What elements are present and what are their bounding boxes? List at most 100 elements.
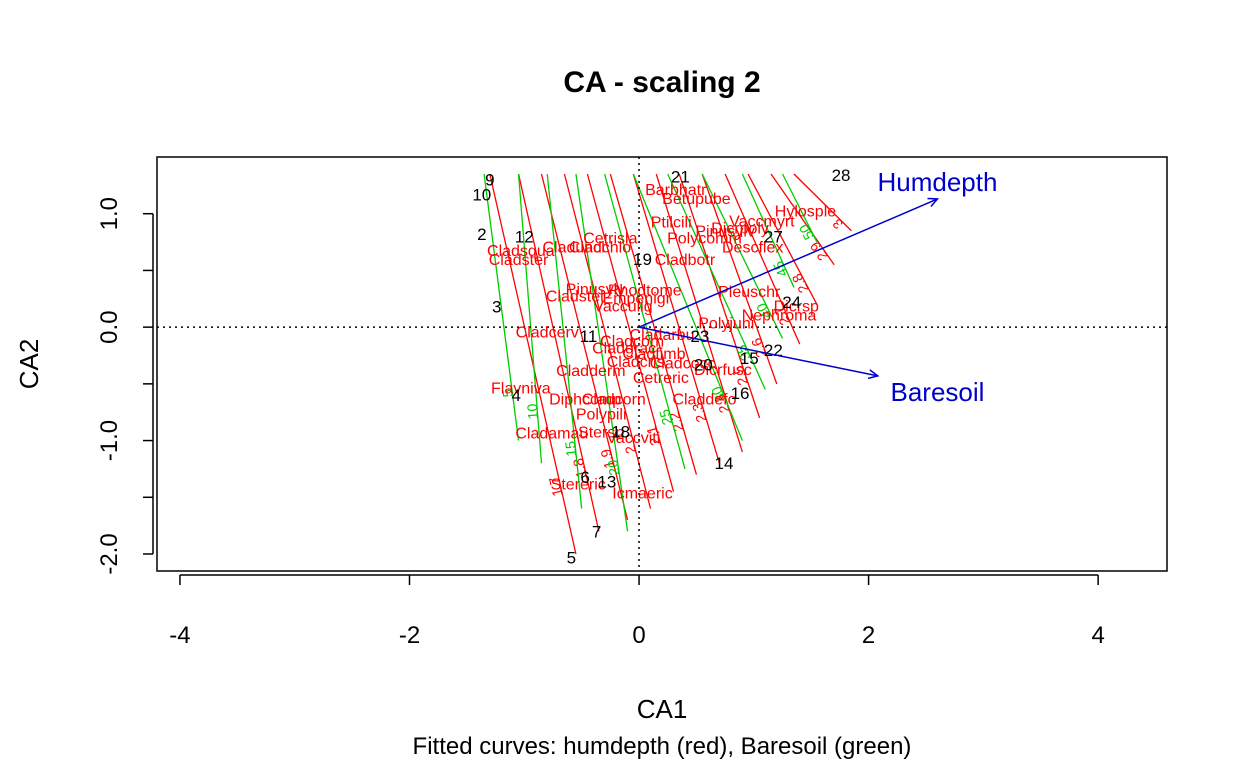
species-label: Polyjuni: [698, 316, 754, 333]
baresoil-contour: [701, 173, 784, 339]
humdepth-contour-label: 2.9: [806, 239, 830, 264]
env-arrowhead: [927, 197, 940, 208]
species-label: Stersp: [578, 424, 624, 441]
species-label: Stereric: [551, 477, 606, 494]
site-label: 24: [782, 293, 801, 312]
species-label: Polypili: [576, 406, 627, 423]
reference-lines: [157, 157, 1167, 571]
x-tick-label: -4: [169, 622, 190, 649]
site-label: 21: [671, 167, 690, 186]
species-label: Icmaeric: [612, 486, 672, 503]
species-label: Cladcerv: [516, 325, 579, 342]
humdepth-contour-label: 2: [621, 444, 638, 456]
site-label: 7: [592, 522, 601, 541]
site-label: 6: [580, 468, 589, 487]
humdepth-contour: [747, 173, 818, 305]
humdepth-contour-label: 1.9: [597, 447, 617, 470]
site-label: 18: [611, 422, 630, 441]
humdepth-contour: [770, 173, 835, 266]
env-arrow: [638, 326, 878, 377]
y-tick-label: 0.0: [96, 310, 123, 343]
species-label: Vaccmyrt: [729, 214, 795, 231]
site-label: 22: [764, 341, 783, 360]
humdepth-contour: [563, 173, 652, 509]
species-label: Cladcris: [607, 354, 665, 371]
species-label: Claddefo: [672, 392, 736, 409]
species-label: Descflex: [722, 240, 783, 257]
humdepth-contour-label: 2.1: [643, 424, 664, 447]
baresoil-contour: [741, 173, 795, 288]
humdepth-contour-label: 1.8: [570, 457, 590, 480]
species-label: Cladarbu: [630, 327, 695, 344]
species-label: Cladderm: [556, 363, 625, 380]
site-label: 28: [832, 166, 851, 185]
site-label: 15: [740, 349, 759, 368]
x-tick-label: -2: [399, 622, 420, 649]
axes: -4 -2 0 2 4-2.0-1.00.01.0: [96, 197, 1105, 649]
humdepth-contour: [724, 173, 801, 345]
baresoil-contour-label: 25: [656, 407, 676, 426]
chart-subtitle: Fitted curves: humdepth (red), Baresoil …: [413, 733, 912, 760]
humdepth-contour: [540, 173, 629, 521]
env-arrow: [638, 198, 938, 328]
species-label: Nephroma: [742, 308, 817, 325]
y-tick-label: 1.0: [96, 197, 123, 230]
species-label: Vacculig: [593, 299, 652, 316]
species-label: Pleuschr: [718, 284, 781, 301]
species-label: Vaccviti: [606, 430, 660, 447]
site-label: 16: [731, 384, 750, 403]
species-label: Flavniva: [491, 380, 551, 397]
baresoil-contour-label: 15: [562, 440, 580, 457]
chart-title: CA - scaling 2: [563, 66, 760, 99]
site-label: 10: [472, 185, 491, 204]
site-label: 23: [690, 327, 709, 346]
humdepth-contour-label: 2.3: [689, 401, 710, 424]
env-arrowhead: [867, 369, 880, 380]
humdepth-contour: [701, 173, 778, 385]
species-label: Hylosple: [775, 203, 836, 220]
baresoil-contour: [667, 173, 766, 390]
site-label: 20: [694, 356, 713, 375]
species-label: Cladchlo: [569, 240, 631, 257]
species-label: Ptilcili: [651, 215, 692, 232]
baresoil-contour: [781, 173, 818, 243]
humdepth-contour-label: 2.5: [730, 364, 751, 388]
humdepth-contour: [489, 173, 577, 555]
baresoil-contour-label: 50: [796, 221, 817, 242]
site-label: 5: [567, 548, 576, 567]
baresoil-contour-label: 30: [708, 384, 729, 405]
humdepth-contour: [609, 173, 698, 475]
x-axis-label: CA1: [637, 694, 688, 724]
baresoil-contour: [483, 173, 520, 441]
humdepth-contour-label: 2.6: [748, 336, 770, 360]
species-label: Cladster: [489, 252, 549, 269]
site-label: 3: [492, 298, 501, 317]
x-tick-label: 4: [1091, 622, 1104, 649]
baresoil-contour: [632, 173, 743, 441]
baresoil-contour: [517, 173, 543, 464]
y-tick-label: -1.0: [96, 420, 123, 461]
x-tick-label: 2: [862, 622, 875, 649]
site-label: 4: [512, 386, 521, 405]
species-label: Pinusylv: [566, 282, 626, 299]
species-label: Cetreric: [633, 370, 689, 387]
baresoil-contour-label: 20: [604, 459, 622, 477]
species-label: Cladcorn: [600, 334, 664, 351]
humdepth-contour-label: 1.7: [546, 475, 566, 498]
site-label: 9: [485, 171, 494, 190]
humdepth-contour: [678, 173, 761, 419]
species-label: Cladcorn: [582, 392, 646, 409]
species-label: Cetrisla: [583, 231, 637, 248]
env-label: Humdepth: [877, 167, 997, 197]
baresoil-contour: [546, 173, 583, 509]
site-label: 11: [580, 327, 598, 346]
species-label: Betupube: [662, 191, 731, 208]
site-label: 12: [515, 227, 534, 246]
species-label: Cladcocc: [650, 355, 716, 372]
species-label: Cladbotr: [655, 252, 716, 269]
species-label: Pinusylv: [695, 224, 755, 241]
species-label: Empenigr: [603, 291, 672, 308]
